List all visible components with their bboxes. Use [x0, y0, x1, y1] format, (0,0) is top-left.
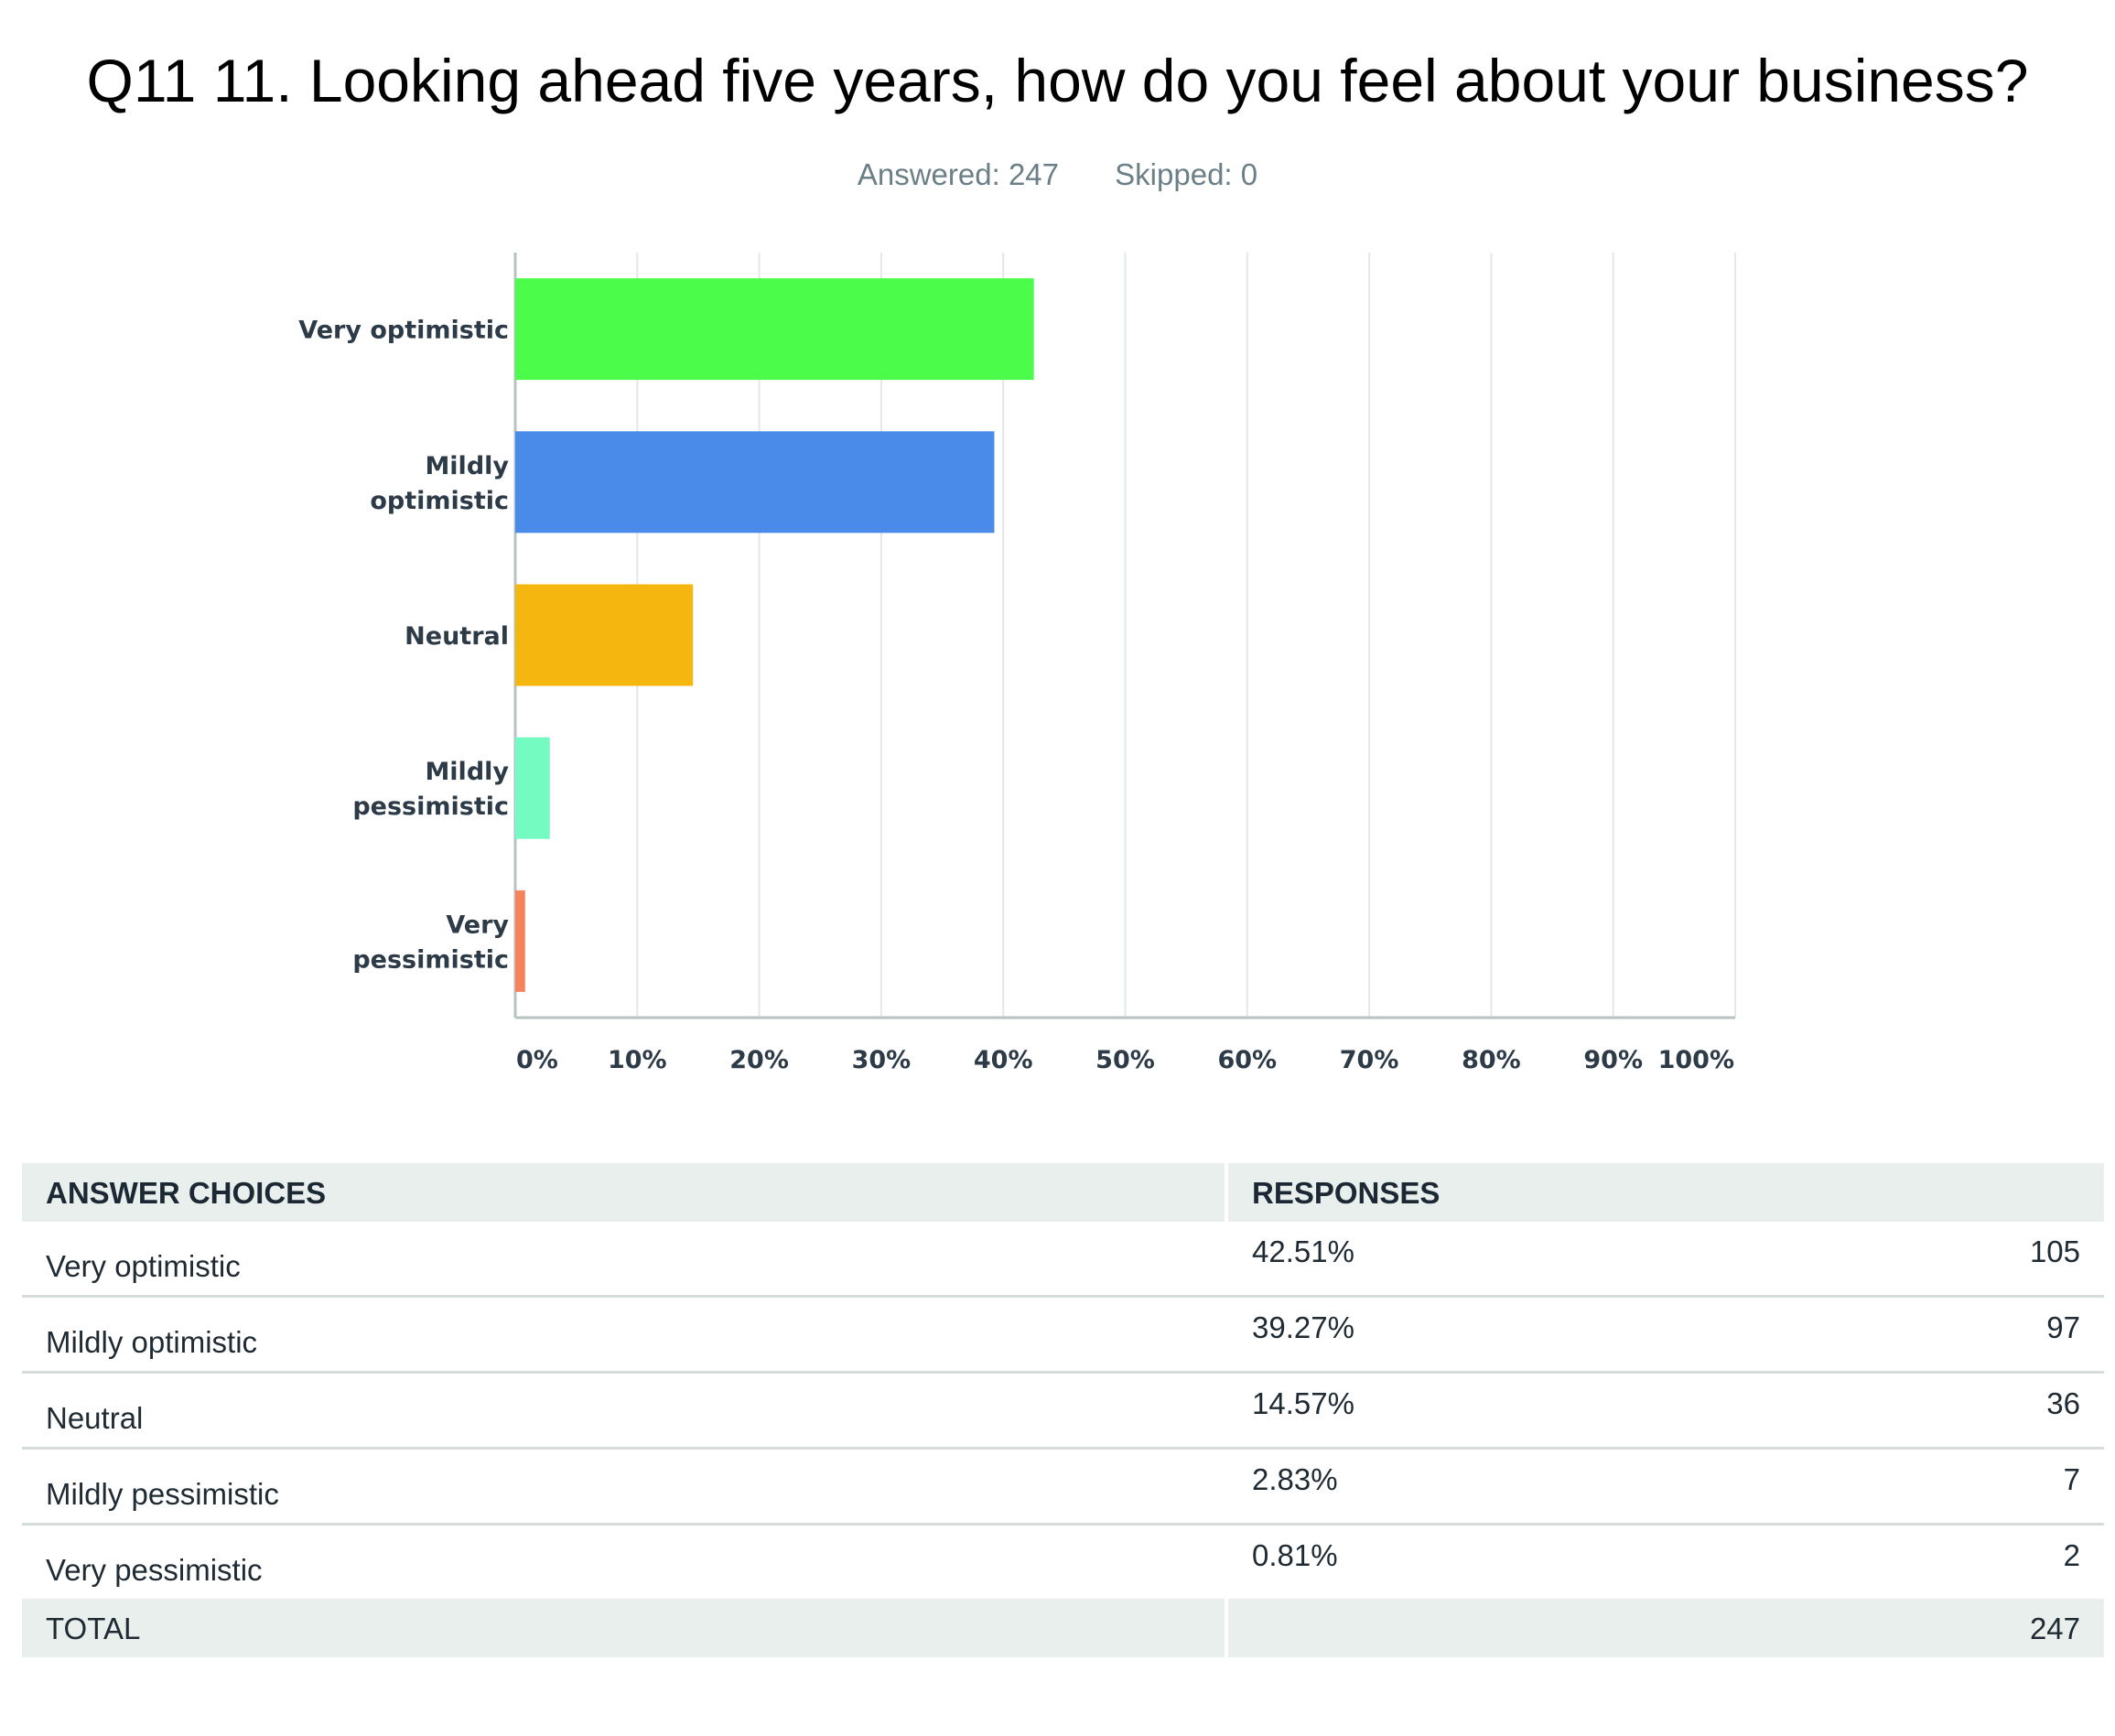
table-row: Neutral 14.57% 36 — [22, 1374, 2104, 1450]
table-total-row: TOTAL 247 — [22, 1599, 2104, 1657]
x-tick-label: 90% — [1583, 1046, 1643, 1074]
total-count: 247 — [2029, 1612, 2080, 1645]
x-tick-label: 40% — [974, 1046, 1033, 1074]
x-tick-label: 100% — [1658, 1046, 1734, 1074]
x-tick-label: 70% — [1340, 1046, 1399, 1074]
table-row: Mildly optimistic 39.27% 97 — [22, 1298, 2104, 1374]
bar-3 — [515, 584, 694, 686]
x-tick-label: 80% — [1462, 1046, 1521, 1074]
row-choice: Very optimistic — [46, 1249, 241, 1283]
x-tick-label: 60% — [1217, 1046, 1277, 1074]
row-choice: Mildly optimistic — [46, 1325, 258, 1359]
response-stats: Answered: 247 Skipped: 0 — [0, 157, 2115, 192]
row-percent: 14.57% — [1252, 1386, 1354, 1420]
bar-1 — [515, 278, 1034, 381]
skipped-count: Skipped: 0 — [1115, 157, 1258, 191]
category-label: Very pessimistic — [352, 911, 509, 974]
category-label: Mildly optimistic — [370, 452, 509, 515]
x-tick-label: 20% — [729, 1046, 789, 1074]
table-header-row: ANSWER CHOICES RESPONSES — [22, 1163, 2104, 1222]
row-count: 7 — [2063, 1462, 2080, 1496]
x-tick-label: 0% — [516, 1046, 558, 1074]
responses-table: ANSWER CHOICES RESPONSES Very optimistic… — [22, 1163, 2104, 1657]
header-answer-choices: ANSWER CHOICES — [46, 1176, 327, 1210]
table-row: Mildly pessimistic 2.83% 7 — [22, 1450, 2104, 1526]
row-count: 2 — [2063, 1538, 2080, 1572]
bar-chart: Very optimistic Mildly optimistic Neutral Mi… — [298, 253, 1736, 1074]
table-row: Very optimistic 42.51% 105 — [22, 1222, 2104, 1298]
row-percent: 0.81% — [1252, 1538, 1338, 1572]
category-label: Very optimistic — [298, 317, 509, 345]
bar-5 — [515, 890, 525, 992]
row-count: 97 — [2046, 1310, 2080, 1344]
row-choice: Neutral — [46, 1401, 144, 1435]
x-tick-label: 50% — [1095, 1046, 1155, 1074]
x-tick-label: 10% — [608, 1046, 667, 1074]
total-label: TOTAL — [46, 1612, 141, 1645]
x-tick-label: 30% — [852, 1046, 912, 1074]
bar-2 — [515, 431, 995, 534]
row-percent: 39.27% — [1252, 1310, 1354, 1344]
row-choice: Mildly pessimistic — [46, 1477, 279, 1511]
row-count: 105 — [2029, 1235, 2080, 1268]
bar-4 — [515, 737, 550, 839]
category-label: Mildly pessimistic — [352, 758, 509, 821]
question-title: Q11 11. Looking ahead five years, how do… — [86, 47, 2029, 114]
category-label: Neutral — [405, 622, 509, 651]
header-responses: RESPONSES — [1252, 1176, 1441, 1210]
table-row: Very pessimistic 0.81% 2 — [22, 1526, 2104, 1599]
answered-count: Answered: 247 — [857, 157, 1059, 191]
row-percent: 42.51% — [1252, 1235, 1354, 1268]
row-choice: Very pessimistic — [46, 1553, 263, 1587]
row-percent: 2.83% — [1252, 1462, 1338, 1496]
row-count: 36 — [2046, 1386, 2080, 1420]
